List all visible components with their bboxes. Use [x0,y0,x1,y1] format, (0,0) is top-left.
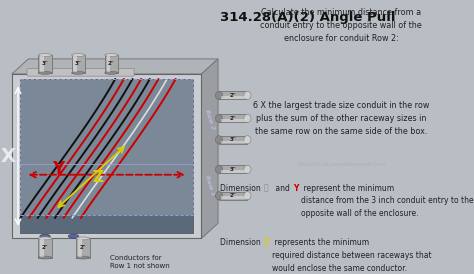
Ellipse shape [72,72,85,74]
Text: Row 1: Row 1 [204,175,215,196]
Bar [38,238,52,258]
Ellipse shape [215,136,223,144]
Bar [221,141,246,143]
Ellipse shape [38,256,52,259]
Text: 2": 2" [42,246,48,250]
Ellipse shape [76,256,90,259]
Ellipse shape [40,234,50,238]
Bar [221,96,246,99]
Bar [72,55,85,73]
Text: 3": 3" [75,61,82,67]
Bar [105,55,118,73]
Ellipse shape [244,165,251,173]
Text: represents the minimum
required distance between raceways that
would enclose the: represents the minimum required distance… [272,238,431,273]
Polygon shape [12,59,218,74]
Bar [219,165,247,173]
Text: 6 X the largest trade size conduit in the row
plus the sum of the other raceway : 6 X the largest trade size conduit in th… [253,101,429,136]
Bar [20,164,193,215]
Ellipse shape [72,54,85,56]
Bar [221,170,246,173]
Bar [219,192,247,200]
Ellipse shape [38,54,52,56]
Text: Dimension: Dimension [220,238,264,247]
Text: 2": 2" [230,116,237,121]
Bar [107,56,110,72]
Text: Y: Y [293,184,298,193]
Ellipse shape [38,237,52,240]
Text: represent the minimum
distance from the 3 inch conduit entry to the
opposite wal: represent the minimum distance from the … [301,184,474,218]
Text: ⌸: ⌸ [264,184,268,193]
Ellipse shape [105,72,118,74]
Bar [73,56,77,72]
Text: Row 2: Row 2 [204,109,215,131]
Ellipse shape [244,114,251,122]
Bar [40,239,44,257]
Text: Dimension: Dimension [220,184,264,193]
Text: 3": 3" [230,167,237,172]
Text: Conductors for
Row 1 not shown: Conductors for Row 1 not shown [110,255,170,269]
Bar [78,239,82,257]
Ellipse shape [38,72,52,74]
Text: X: X [1,147,16,166]
Bar [76,238,90,258]
Bar [219,114,247,122]
Ellipse shape [215,114,223,122]
Text: 2": 2" [230,193,237,198]
Ellipse shape [244,91,251,99]
Bar [38,55,52,73]
Bar [20,79,193,164]
Polygon shape [201,59,218,238]
Bar [219,91,247,99]
Text: 314.28(A)(2) Angle Pull: 314.28(A)(2) Angle Pull [220,11,396,24]
Text: 2": 2" [108,61,115,67]
Text: Z: Z [264,238,269,247]
Text: and: and [273,184,292,193]
Ellipse shape [215,192,223,200]
Text: Y: Y [52,159,64,178]
Text: 3": 3" [42,61,48,67]
FancyBboxPatch shape [27,68,134,76]
Ellipse shape [68,234,79,238]
Bar [20,79,193,233]
Bar [221,119,246,122]
Text: Calculate the minimum distance from a
conduit entry to the opposite wall of the
: Calculate the minimum distance from a co… [260,8,422,43]
Bar [221,196,246,199]
Text: 2": 2" [230,93,237,98]
Bar [20,215,193,233]
Bar [219,136,247,144]
Ellipse shape [244,192,251,200]
Ellipse shape [76,237,90,240]
Bar [12,74,201,238]
Text: 2": 2" [80,246,86,250]
Text: Z: Z [93,170,104,185]
Text: ©ElectricalLicenseRenewal.Com: ©ElectricalLicenseRenewal.Com [297,162,386,167]
Ellipse shape [215,165,223,173]
Text: 3": 3" [230,137,237,142]
Ellipse shape [215,91,223,99]
Ellipse shape [244,136,251,144]
Ellipse shape [105,54,118,56]
Bar [40,56,44,72]
